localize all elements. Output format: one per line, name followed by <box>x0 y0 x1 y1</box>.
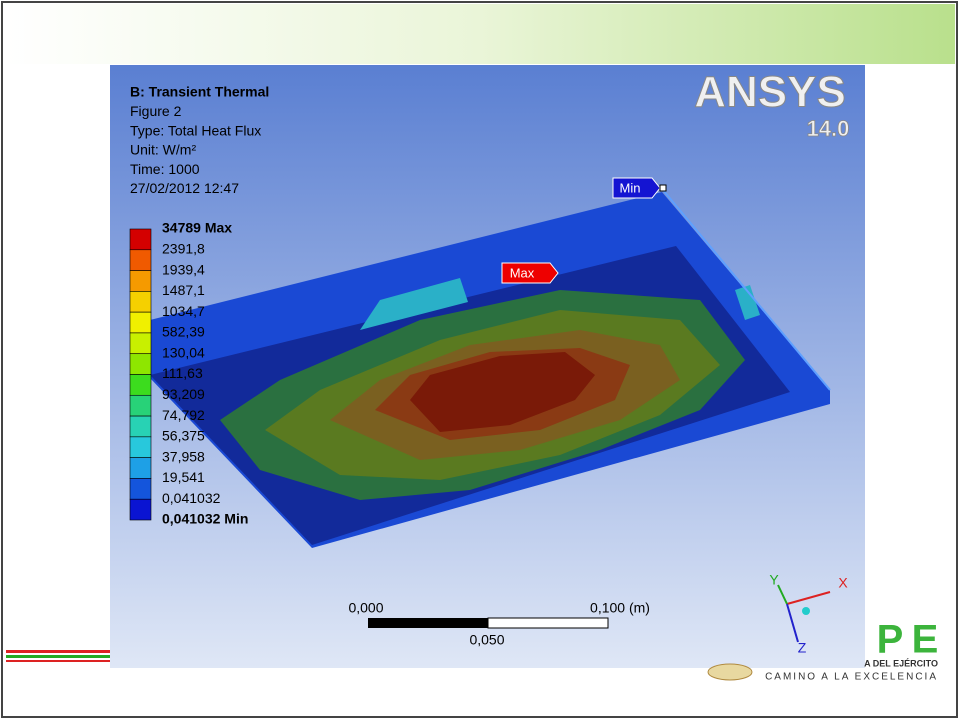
legend-swatch <box>129 374 152 396</box>
legend-label: 1487,1 <box>162 282 205 298</box>
legend-swatch <box>129 394 152 417</box>
header-line: Type: Total Heat Flux <box>130 122 261 138</box>
header-line: Figure 2 <box>130 103 182 119</box>
axis-label: Z <box>798 640 807 656</box>
scale-label: 0,000 <box>348 600 383 616</box>
logo-brand: ANSYS <box>694 68 846 117</box>
scale-bar <box>368 618 488 628</box>
probe-point <box>659 184 667 192</box>
axis-label: X <box>838 575 848 591</box>
legend-label: 93,209 <box>162 386 205 402</box>
edge <box>662 189 831 391</box>
legend-swatch <box>129 353 152 375</box>
axis-z <box>786 603 799 643</box>
legend: 34789 Max 2391,8 1939,4 1487,1 1034,7 582,39 1… <box>129 220 248 527</box>
legend-label: 2391,8 <box>162 240 205 256</box>
legend-label: 130,04 <box>162 344 205 360</box>
footer-emblem <box>707 663 753 681</box>
header-line: B: Transient Thermal <box>130 84 269 100</box>
footer-logo: E <box>912 618 939 662</box>
legend-label: 582,39 <box>162 324 205 340</box>
legend-swatch <box>129 311 152 334</box>
legend-label: 56,375 <box>162 428 205 444</box>
axis-y <box>777 584 788 605</box>
header-line: Time: 1000 <box>130 161 200 177</box>
legend-swatch <box>129 436 152 458</box>
probe-label: Max <box>510 265 535 280</box>
footer-text: A DEL EJÉRCITO <box>864 658 938 668</box>
legend-swatch <box>129 270 152 292</box>
scale-label: 0,050 <box>469 632 504 648</box>
contour <box>410 352 595 432</box>
legend-swatch <box>129 415 152 438</box>
footer-logo: P <box>877 618 904 662</box>
contour <box>735 285 760 320</box>
legend-swatch <box>129 332 152 355</box>
legend-label: 111,63 <box>162 365 203 381</box>
legend-swatch <box>129 457 152 479</box>
legend-label: 19,541 <box>162 469 205 485</box>
contour <box>360 278 468 330</box>
stripe <box>6 660 116 662</box>
top-band <box>4 4 955 64</box>
probe-label: Min <box>620 180 641 195</box>
legend-swatch <box>129 498 152 521</box>
legend-label: 0,041032 <box>162 490 221 506</box>
legend-swatch <box>129 249 152 271</box>
scale-label: 0,100 (m) <box>590 600 650 616</box>
legend-label: 1939,4 <box>162 261 205 277</box>
header-line: 27/02/2012 12:47 <box>130 180 239 196</box>
legend-label: 0,041032 Min <box>162 511 248 527</box>
legend-label: 34789 Max <box>162 220 232 236</box>
legend-label: 37,958 <box>162 448 205 464</box>
legend-swatch <box>129 291 152 313</box>
legend-label: 1034,7 <box>162 303 205 319</box>
logo-version: 14.0 <box>807 116 850 141</box>
stripe <box>6 655 116 658</box>
legend-swatch <box>129 228 152 251</box>
header: B: Transient Thermal Figure 2 Type: Total … <box>130 84 269 197</box>
scale-bar <box>487 617 609 629</box>
legend-swatch <box>129 478 152 500</box>
header-line: Unit: W/m² <box>130 142 196 158</box>
max-probe <box>501 262 559 284</box>
footer-text: CAMINO A LA EXCELENCIA <box>765 672 938 683</box>
min-probe <box>612 177 661 199</box>
triad-dot <box>802 607 810 615</box>
stripe <box>6 650 116 653</box>
axis-label: Y <box>769 572 779 588</box>
axis-x <box>786 591 831 605</box>
legend-label: 74,792 <box>162 407 205 423</box>
